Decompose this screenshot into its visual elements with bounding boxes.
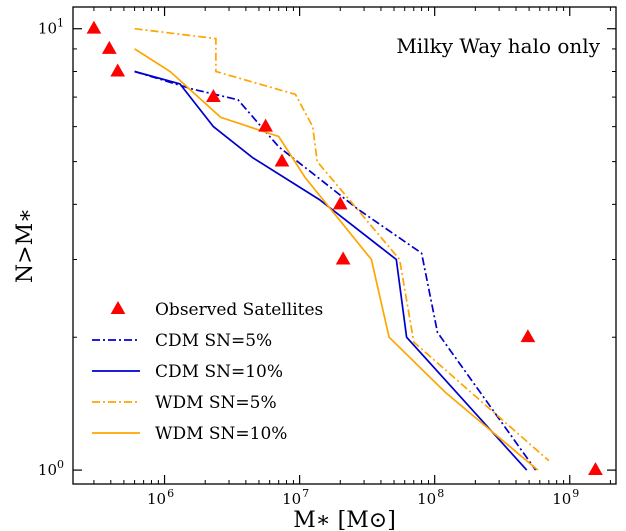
legend-label: Observed Satellites xyxy=(155,300,323,320)
legend-marker-observed xyxy=(110,301,126,314)
y-axis-label: N>M∗ xyxy=(13,208,38,283)
series-line-4 xyxy=(134,48,539,471)
observed-satellite-point xyxy=(86,20,102,34)
chart-annotation: Milky Way halo only xyxy=(396,34,600,58)
observed-satellite-point xyxy=(588,462,603,476)
series-layer xyxy=(134,27,550,471)
observed-satellite-point xyxy=(335,251,351,265)
x-tick-label: 108 xyxy=(417,487,444,508)
points-layer xyxy=(86,20,603,476)
observed-satellite-point xyxy=(258,118,273,132)
series-line-3 xyxy=(134,27,550,462)
x-axis-label: M∗ [M⊙] xyxy=(293,508,396,531)
legend-label: WDM SN=5% xyxy=(155,393,277,413)
series-line-2 xyxy=(134,70,528,471)
observed-satellite-point xyxy=(101,40,117,54)
y-tick-label: 100 xyxy=(38,458,64,479)
observed-satellite-point xyxy=(274,153,290,167)
legend-label: WDM SN=10% xyxy=(155,424,287,444)
observed-satellite-point xyxy=(206,89,221,103)
y-tick-label: 101 xyxy=(38,17,64,38)
observed-satellite-point xyxy=(110,63,126,77)
observed-satellite-point xyxy=(332,196,348,210)
x-tick-label: 109 xyxy=(552,487,579,508)
series-line-1 xyxy=(134,70,537,471)
legend-label: CDM SN=10% xyxy=(155,362,283,382)
plot-frame xyxy=(72,6,617,485)
legend: Observed Satellites CDM SN=5% CDM SN=10% WD… xyxy=(92,300,323,444)
x-tick-label: 106 xyxy=(147,487,174,508)
legend-label: CDM SN=5% xyxy=(155,331,272,351)
x-tick-label: 107 xyxy=(282,487,309,508)
observed-satellite-point xyxy=(520,329,536,343)
